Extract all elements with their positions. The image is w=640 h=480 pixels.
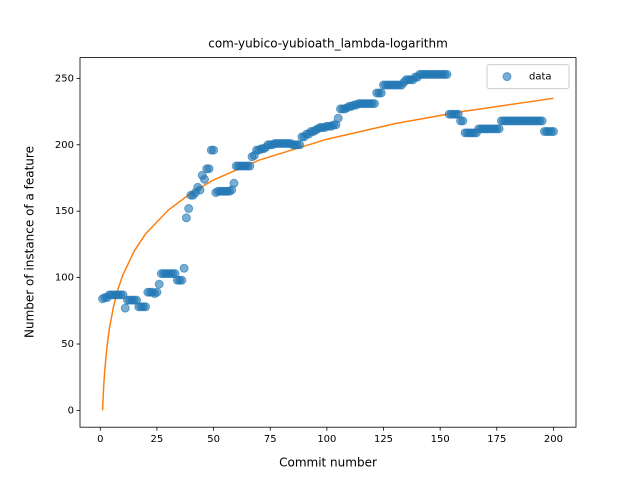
data-point <box>120 303 130 313</box>
y-tick-label: 100 <box>55 273 74 284</box>
data-point <box>494 124 504 134</box>
x-tick-label: 75 <box>264 434 277 445</box>
legend-box <box>486 64 570 90</box>
y-tick-label: 200 <box>55 140 74 151</box>
data-point <box>204 164 214 174</box>
data-point <box>154 279 164 289</box>
data-point <box>245 161 255 171</box>
data-point <box>548 127 558 137</box>
data-point <box>195 185 205 195</box>
data-point <box>184 204 194 214</box>
data-point <box>458 116 468 126</box>
x-tick-label: 50 <box>207 434 220 445</box>
x-tick-label: 100 <box>317 434 336 445</box>
x-axis-label: Commit number <box>279 456 377 470</box>
data-point <box>229 178 239 188</box>
x-tick-label: 25 <box>151 434 164 445</box>
data-point <box>295 140 305 150</box>
data-point <box>200 174 210 184</box>
data-point <box>333 113 343 123</box>
x-tick-label: 125 <box>374 434 393 445</box>
legend-label: data <box>529 72 552 83</box>
chart-title: com-yubico-yubioath_lambda-logarithm <box>208 37 448 51</box>
y-tick-label: 250 <box>55 73 74 84</box>
data-point <box>141 302 151 312</box>
y-axis-label: Number of instance of a feature <box>23 146 37 338</box>
data-point <box>369 99 379 109</box>
data-point <box>442 69 452 79</box>
x-tick-label: 175 <box>487 434 506 445</box>
y-tick-label: 150 <box>55 206 74 217</box>
data-point <box>209 145 219 155</box>
fit-line <box>101 97 554 411</box>
y-tick-label: 50 <box>61 339 74 350</box>
data-point <box>179 263 189 273</box>
data-point <box>177 275 187 285</box>
data-point <box>376 88 386 98</box>
legend-marker <box>502 72 512 82</box>
data-point <box>537 116 547 126</box>
x-tick-label: 200 <box>544 434 563 445</box>
x-tick-label: 0 <box>97 434 103 445</box>
axes-frame <box>79 57 577 428</box>
data-point <box>152 287 162 297</box>
y-tick-label: 0 <box>68 405 74 416</box>
x-tick-label: 150 <box>431 434 450 445</box>
data-point <box>181 213 191 223</box>
